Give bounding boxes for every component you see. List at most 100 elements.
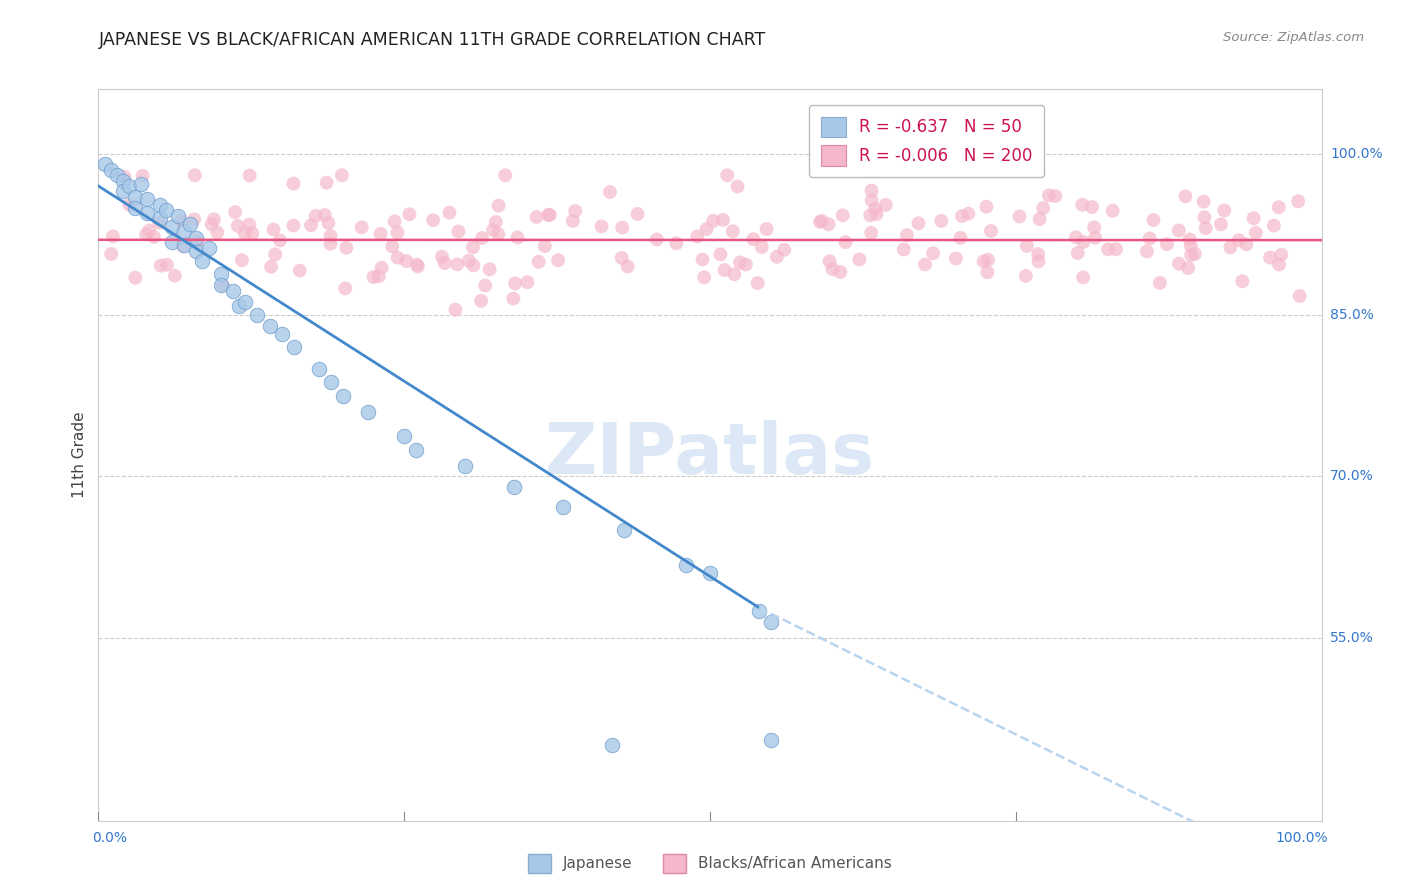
Point (1015, 239, 1038, 253)
Point (1263, 219, 1285, 233)
Point (262, 222, 284, 236)
Point (299, 219, 322, 233)
Point (187, 235, 209, 249)
Point (170, 213, 193, 227)
Point (553, 500, 575, 514)
Point (387, 226, 409, 240)
Point (980, 224, 1002, 238)
Point (1071, 270, 1094, 285)
Point (821, 262, 844, 277)
Point (1178, 232, 1201, 246)
Point (114, 169, 136, 184)
Point (318, 216, 340, 230)
Point (319, 236, 342, 251)
Point (471, 231, 494, 245)
Point (197, 241, 219, 255)
Point (183, 212, 205, 227)
Point (1194, 211, 1216, 225)
Point (1038, 188, 1060, 202)
Point (875, 198, 897, 212)
Point (319, 228, 342, 243)
Point (561, 214, 583, 228)
Point (1028, 254, 1050, 268)
Point (538, 208, 561, 222)
Point (184, 168, 207, 182)
Point (111, 185, 134, 199)
Point (332, 389, 354, 403)
Point (713, 263, 735, 277)
Point (1213, 203, 1236, 218)
Point (101, 229, 124, 244)
Point (1234, 237, 1257, 252)
Point (817, 217, 839, 231)
Point (907, 216, 929, 230)
Point (136, 192, 159, 206)
Legend: Japanese, Blacks/African Americans: Japanese, Blacks/African Americans (522, 848, 898, 879)
Point (527, 254, 550, 268)
Point (950, 209, 973, 223)
Point (1168, 257, 1191, 271)
Point (761, 615, 783, 629)
Point (131, 169, 153, 183)
Point (1267, 200, 1289, 214)
Point (124, 190, 146, 204)
Point (893, 243, 915, 257)
Point (330, 168, 353, 182)
Point (439, 205, 461, 219)
Point (1139, 231, 1161, 245)
Point (1192, 194, 1215, 209)
Point (1180, 239, 1202, 253)
Point (1288, 289, 1310, 303)
Point (288, 263, 311, 277)
Point (929, 214, 952, 228)
Point (506, 230, 529, 244)
Point (564, 204, 586, 219)
Point (973, 254, 995, 268)
Point (138, 223, 160, 237)
Point (191, 254, 214, 268)
Point (209, 267, 232, 281)
Point (156, 258, 179, 272)
Point (179, 217, 201, 231)
Text: 0.0%: 0.0% (93, 831, 128, 846)
Point (696, 222, 718, 236)
Point (830, 265, 852, 279)
Point (723, 267, 745, 281)
Point (735, 258, 758, 272)
Point (186, 244, 208, 258)
Point (270, 327, 294, 342)
Point (172, 239, 194, 253)
Point (976, 200, 998, 214)
Point (537, 208, 560, 222)
Point (392, 428, 416, 442)
Point (761, 733, 783, 747)
Point (1015, 268, 1038, 283)
Point (207, 226, 229, 240)
Point (773, 243, 796, 257)
Point (308, 362, 330, 376)
Point (863, 202, 886, 216)
Point (186, 230, 208, 244)
Point (233, 295, 256, 310)
Point (474, 278, 496, 293)
Point (105, 168, 128, 182)
Point (470, 293, 492, 308)
Point (269, 234, 291, 248)
Point (211, 278, 233, 293)
Point (224, 205, 246, 219)
Point (503, 277, 526, 291)
Point (1067, 246, 1090, 260)
Point (454, 458, 477, 473)
Point (163, 268, 186, 283)
Point (818, 254, 841, 268)
Point (149, 198, 172, 212)
Point (702, 214, 724, 228)
Point (859, 208, 882, 222)
Point (957, 207, 980, 221)
Point (1174, 189, 1197, 203)
Point (831, 208, 853, 222)
Point (485, 215, 508, 229)
Point (1227, 233, 1250, 247)
Point (1243, 211, 1265, 226)
Point (755, 222, 778, 236)
